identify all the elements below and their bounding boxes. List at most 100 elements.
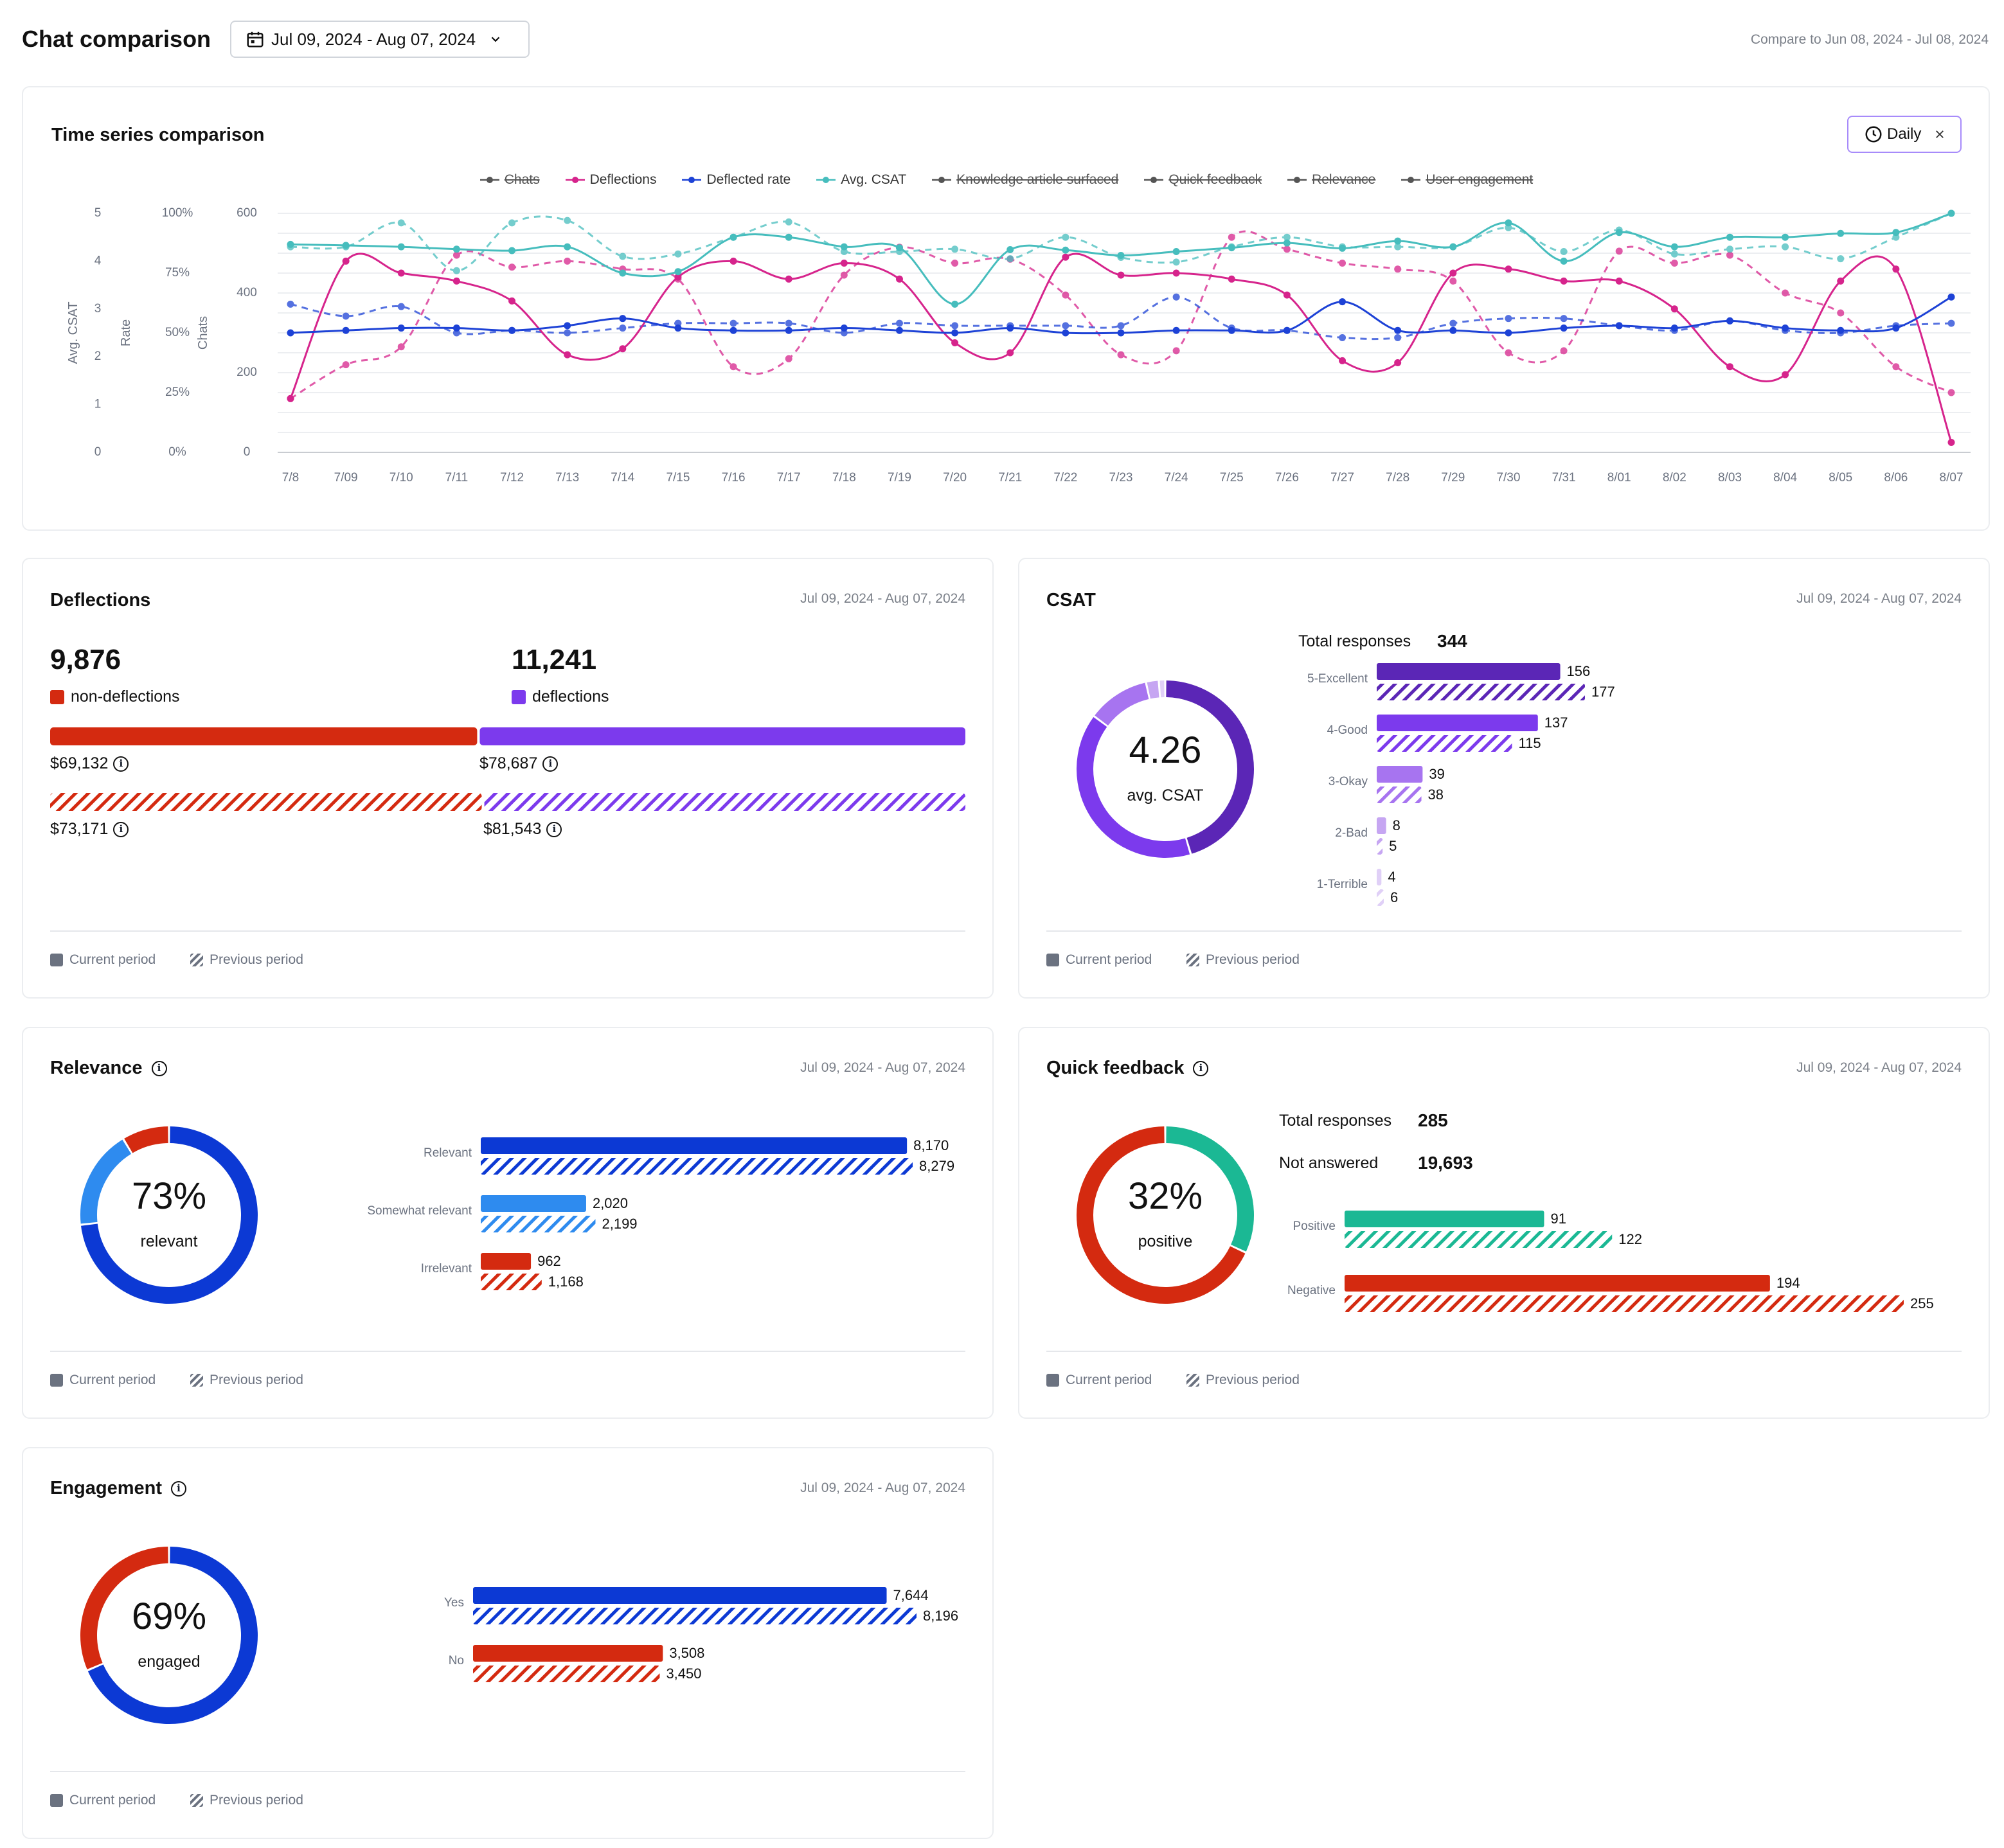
data-point[interactable] <box>951 300 959 308</box>
data-point[interactable] <box>619 315 627 323</box>
data-point[interactable] <box>674 268 682 276</box>
data-point[interactable] <box>1560 315 1568 323</box>
data-point[interactable] <box>951 339 959 346</box>
current-bar[interactable] <box>1345 1275 1770 1292</box>
data-point[interactable] <box>1172 248 1180 256</box>
data-point[interactable] <box>342 312 350 320</box>
data-point[interactable] <box>1283 245 1291 253</box>
data-point[interactable] <box>1726 251 1733 259</box>
data-point[interactable] <box>1670 260 1678 267</box>
data-point[interactable] <box>1394 333 1402 341</box>
previous-bar[interactable] <box>1345 1231 1613 1248</box>
data-point[interactable] <box>1062 322 1069 330</box>
data-point[interactable] <box>452 245 460 253</box>
data-point[interactable] <box>729 319 737 327</box>
data-point[interactable] <box>1228 326 1235 334</box>
data-point[interactable] <box>1837 255 1845 263</box>
data-point[interactable] <box>508 219 516 227</box>
current-bar[interactable] <box>473 1587 887 1604</box>
data-point[interactable] <box>1560 347 1568 355</box>
data-point[interactable] <box>840 271 848 279</box>
data-point[interactable] <box>1782 233 1789 241</box>
data-point[interactable] <box>1726 363 1733 371</box>
data-point[interactable] <box>1670 305 1678 313</box>
data-point[interactable] <box>1670 324 1678 332</box>
data-point[interactable] <box>674 324 682 332</box>
data-point[interactable] <box>1947 209 1955 217</box>
data-point[interactable] <box>1283 291 1291 299</box>
data-point[interactable] <box>619 253 627 260</box>
data-point[interactable] <box>1892 229 1900 236</box>
info-icon[interactable]: i <box>542 756 559 772</box>
data-point[interactable] <box>452 324 460 332</box>
data-point[interactable] <box>1505 265 1512 273</box>
data-point[interactable] <box>1782 324 1789 332</box>
data-point[interactable] <box>1228 233 1235 241</box>
data-point[interactable] <box>619 345 627 353</box>
data-point[interactable] <box>1339 298 1346 306</box>
data-point[interactable] <box>1670 250 1678 258</box>
data-point[interactable] <box>508 297 516 305</box>
data-point[interactable] <box>1394 243 1402 251</box>
data-point[interactable] <box>1726 245 1733 253</box>
data-point[interactable] <box>1449 243 1457 251</box>
data-point[interactable] <box>1062 291 1069 299</box>
info-icon[interactable]: i <box>151 1060 167 1076</box>
previous-bar[interactable] <box>1345 1295 1904 1312</box>
data-point[interactable] <box>1172 293 1180 301</box>
data-point[interactable] <box>1837 326 1845 334</box>
data-point[interactable] <box>508 326 516 334</box>
data-point[interactable] <box>1837 229 1845 237</box>
data-point[interactable] <box>508 247 516 254</box>
donut-segment[interactable] <box>87 1547 258 1724</box>
data-point[interactable] <box>895 326 903 334</box>
legend-item-avg-csat[interactable]: Avg. CSAT <box>816 172 906 188</box>
previous-bar[interactable] <box>481 1274 542 1290</box>
data-point[interactable] <box>895 319 903 327</box>
data-point[interactable] <box>1782 289 1789 297</box>
data-point[interactable] <box>1892 324 1900 332</box>
data-point[interactable] <box>1726 233 1733 241</box>
data-point[interactable] <box>619 324 627 332</box>
donut-segment[interactable] <box>80 1547 168 1669</box>
close-icon[interactable] <box>1934 129 1946 140</box>
info-icon[interactable]: i <box>113 756 129 772</box>
data-point[interactable] <box>1505 349 1512 357</box>
data-point[interactable] <box>895 244 903 252</box>
data-point[interactable] <box>1339 333 1346 341</box>
data-point[interactable] <box>1782 371 1789 378</box>
data-point[interactable] <box>1062 246 1069 254</box>
donut-segment[interactable] <box>1166 1126 1254 1252</box>
data-point[interactable] <box>452 267 460 274</box>
data-point[interactable] <box>1394 359 1402 366</box>
data-point[interactable] <box>729 363 737 371</box>
data-point[interactable] <box>1505 219 1512 227</box>
granularity-button[interactable]: Daily <box>1847 116 1962 153</box>
data-point[interactable] <box>1449 269 1457 277</box>
current-bar[interactable] <box>473 1645 663 1662</box>
data-point[interactable] <box>452 277 460 285</box>
data-point[interactable] <box>1339 260 1346 267</box>
data-point[interactable] <box>1505 315 1512 323</box>
data-point[interactable] <box>1837 309 1845 317</box>
info-icon[interactable]: i <box>546 821 562 837</box>
previous-bar[interactable] <box>473 1608 917 1624</box>
current-bar[interactable] <box>481 1137 908 1154</box>
data-point[interactable] <box>785 275 792 283</box>
previous-bar[interactable] <box>1377 838 1383 855</box>
current-bar[interactable] <box>481 1195 586 1212</box>
data-point[interactable] <box>1726 317 1733 324</box>
data-point[interactable] <box>397 324 405 332</box>
data-point[interactable] <box>1560 324 1568 332</box>
data-point[interactable] <box>342 242 350 249</box>
data-point[interactable] <box>1062 329 1069 337</box>
data-point[interactable] <box>785 326 792 334</box>
data-point[interactable] <box>1172 326 1180 334</box>
data-point[interactable] <box>342 326 350 334</box>
data-point[interactable] <box>1560 257 1568 265</box>
data-point[interactable] <box>1615 322 1623 330</box>
donut-segment[interactable] <box>124 1126 169 1153</box>
donut-segment[interactable] <box>80 1139 132 1224</box>
data-point[interactable] <box>1560 277 1568 285</box>
data-point[interactable] <box>397 219 405 227</box>
